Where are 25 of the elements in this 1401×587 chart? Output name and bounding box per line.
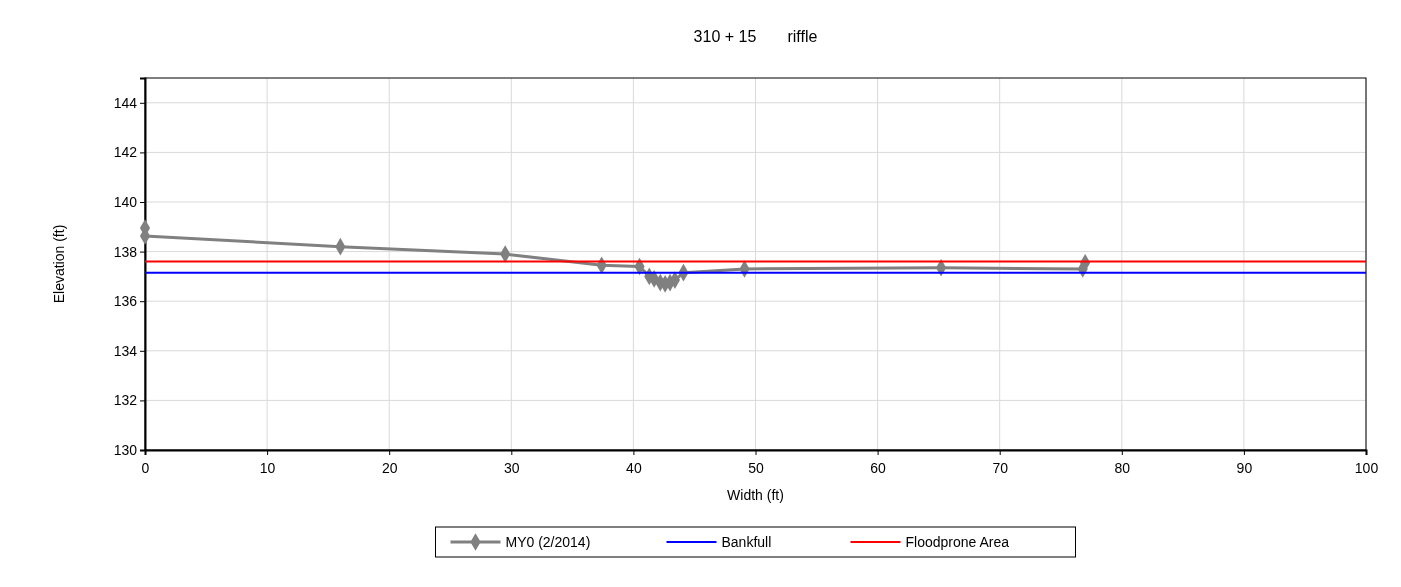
x-tick-label: 80 <box>1114 460 1131 477</box>
y-tick-label: 140 <box>113 193 138 210</box>
x-tick-label: 0 <box>141 460 150 477</box>
legend-label: Floodprone Area <box>905 534 1010 550</box>
x-axis-title: Width (ft) <box>727 487 784 503</box>
y-tick-label: 130 <box>113 441 138 458</box>
y-tick-label: 142 <box>113 144 138 161</box>
y-axis-title: Elevation (ft) <box>51 224 67 304</box>
x-tick-label: 70 <box>992 460 1009 477</box>
x-tick-label: 60 <box>870 460 887 477</box>
y-tick-label: 134 <box>113 342 138 359</box>
y-tick-label: 138 <box>113 243 138 260</box>
x-tick-label: 100 <box>1354 460 1379 477</box>
y-tick-label: 144 <box>113 94 138 111</box>
x-tick-label: 20 <box>381 460 398 477</box>
x-tick-label: 50 <box>748 460 764 477</box>
y-tick-label: 136 <box>113 293 138 310</box>
x-tick-label: 10 <box>259 460 276 477</box>
y-tick-label: 132 <box>113 392 138 409</box>
legend-label: Bankfull <box>721 534 772 550</box>
x-tick-label: 90 <box>1236 460 1253 477</box>
x-tick-label: 30 <box>504 460 520 477</box>
chart-title: 310 + 15 riffle <box>693 28 818 45</box>
legend-label: MY0 (2/2014) <box>505 534 591 550</box>
x-tick-label: 40 <box>626 460 642 477</box>
